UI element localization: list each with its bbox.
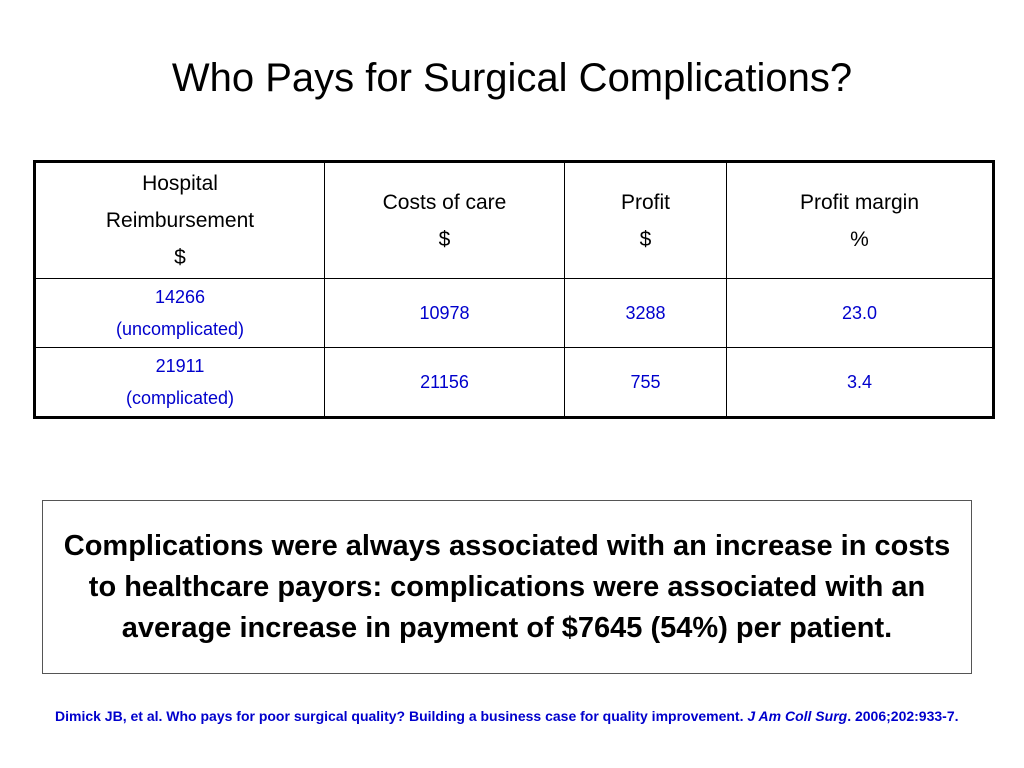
- reimbursement-table: Hospital Reimbursement $ Costs of care $…: [33, 160, 995, 419]
- summary-text: Complications were always associated wit…: [63, 529, 951, 644]
- cell-reimbursement: 21911 (complicated): [34, 347, 325, 418]
- reimbursement-value: 21911: [155, 356, 205, 376]
- slide-title: Who Pays for Surgical Complications?: [171, 56, 853, 100]
- table-row: 21911 (complicated) 21156 755 3.4: [34, 347, 994, 418]
- header-line: Hospital: [142, 172, 218, 195]
- table-header-row: Hospital Reimbursement $ Costs of care $…: [34, 161, 994, 279]
- header-line: $: [438, 227, 451, 251]
- citation-details: . 2006;202:933-7.: [847, 708, 959, 724]
- citation-journal: J Am Coll Surg: [747, 708, 848, 724]
- header-line: $: [174, 246, 186, 269]
- cell-margin: 23.0: [726, 278, 994, 348]
- reimbursement-note: (complicated): [125, 388, 235, 408]
- header-line: Profit: [620, 190, 670, 214]
- header-costs-of-care: Costs of care $: [324, 161, 565, 279]
- header-line: Profit margin: [799, 190, 920, 214]
- reimbursement-value: 14266: [154, 287, 206, 307]
- header-line: %: [850, 227, 869, 251]
- cell-profit: 755: [564, 347, 727, 418]
- header-line: $: [639, 227, 652, 251]
- citation-authors-title: Dimick JB, et al. Who pays for poor surg…: [55, 708, 744, 724]
- cell-costs: 10978: [324, 278, 565, 348]
- header-profit-margin: Profit margin %: [726, 161, 994, 279]
- header-line: Costs of care: [382, 190, 507, 214]
- cell-reimbursement: 14266 (uncomplicated): [34, 278, 325, 348]
- cell-costs: 21156: [324, 347, 565, 418]
- header-profit: Profit $: [564, 161, 727, 279]
- reimbursement-note: (uncomplicated): [115, 319, 245, 339]
- cell-margin: 3.4: [726, 347, 994, 418]
- cell-profit: 3288: [564, 278, 727, 348]
- citation: Dimick JB, et al. Who pays for poor surg…: [55, 706, 975, 727]
- header-line: Reimbursement: [105, 209, 255, 232]
- summary-callout: Complications were always associated wit…: [42, 500, 972, 674]
- header-hospital-reimbursement: Hospital Reimbursement $: [34, 161, 325, 279]
- table-row: 14266 (uncomplicated) 10978 3288 23.0: [34, 278, 994, 348]
